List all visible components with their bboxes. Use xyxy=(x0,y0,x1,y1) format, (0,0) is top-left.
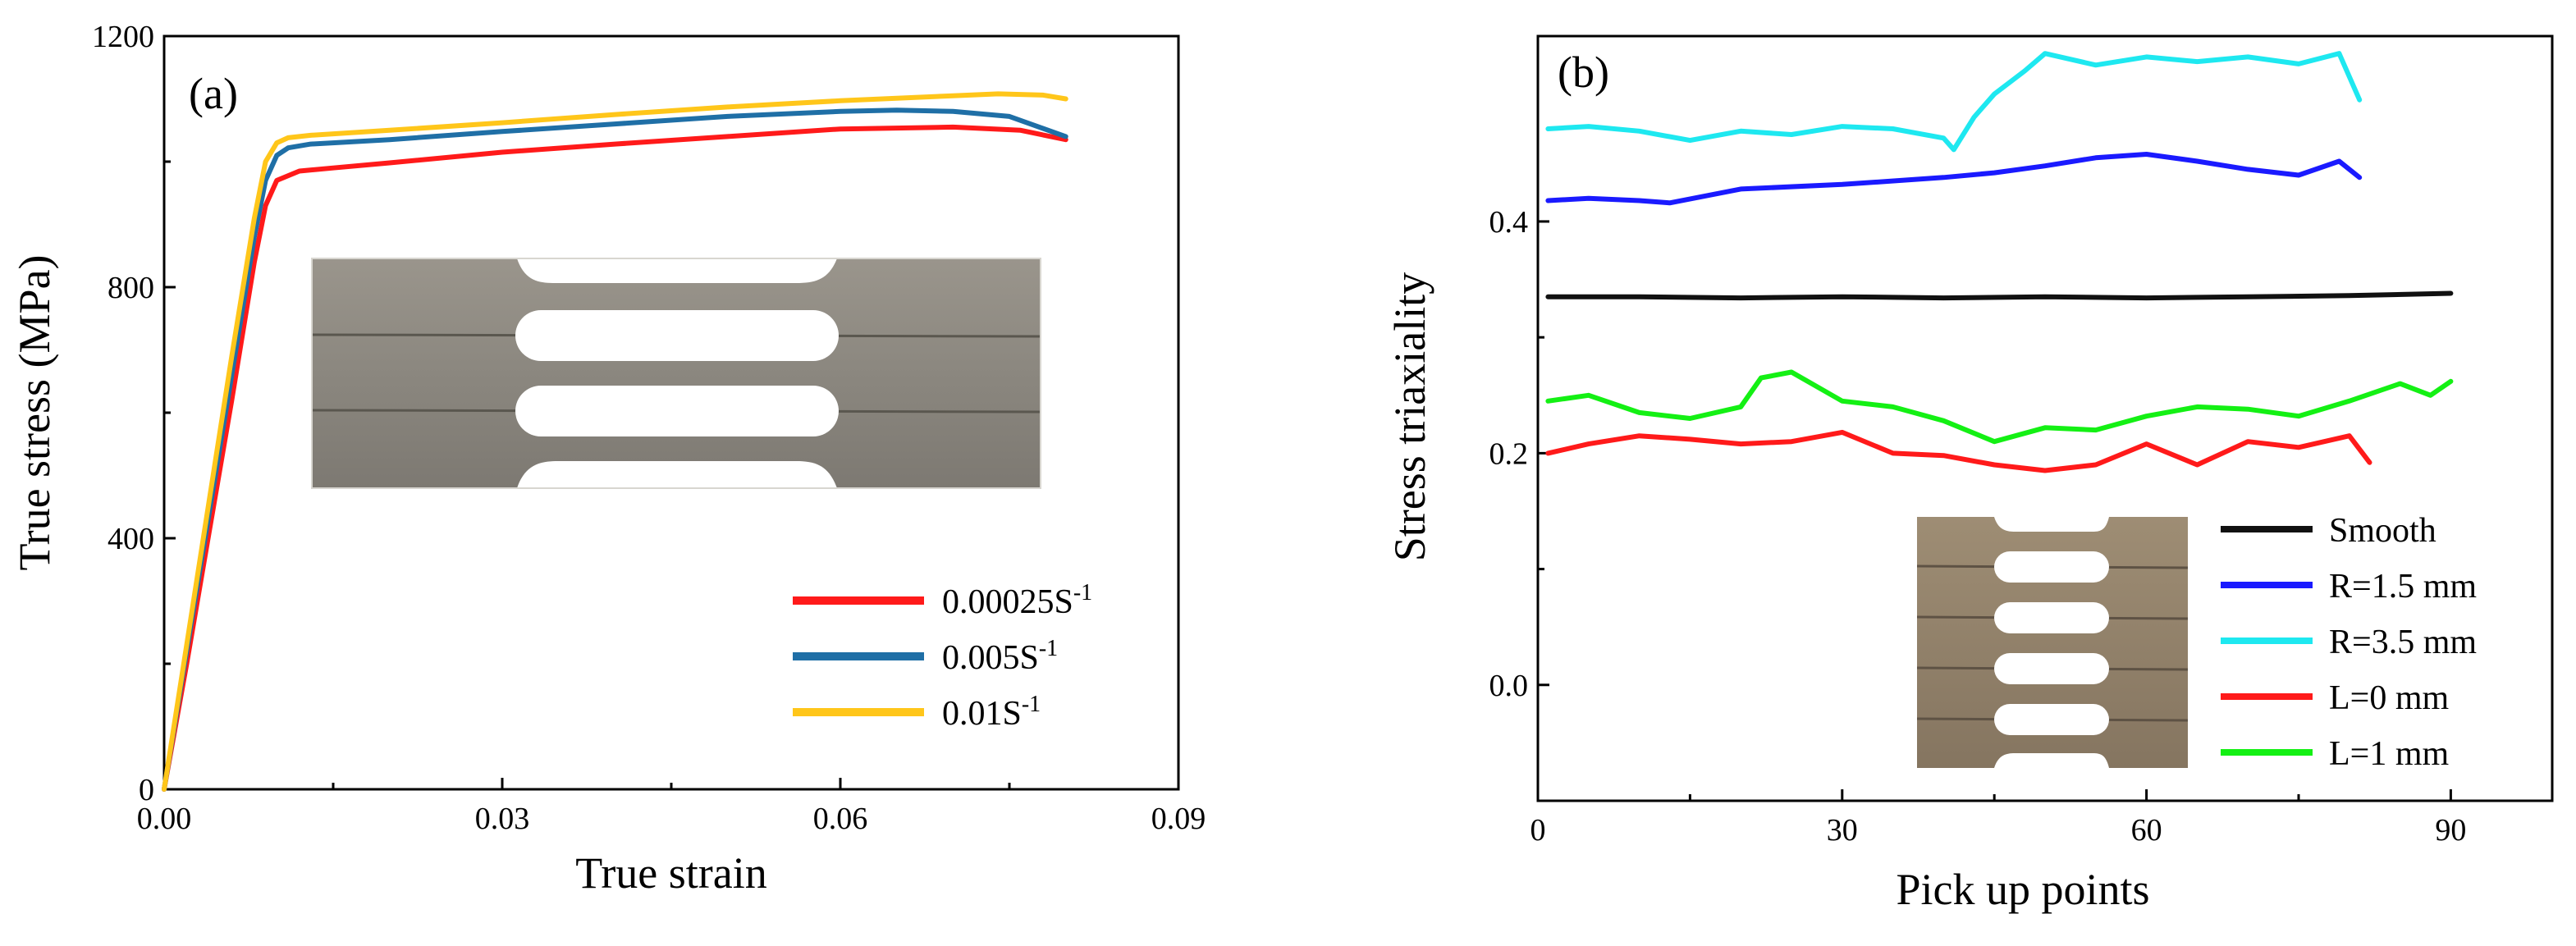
svg-text:0.00025S-1: 0.00025S-1 xyxy=(942,580,1092,621)
legend-label-r-1-5: R=1.5 mm xyxy=(2329,568,2477,606)
x-tick-label-1-0: 0 xyxy=(1531,813,1546,848)
series-line-1-1 xyxy=(1545,152,2363,206)
x-tick-label-1-3: 90 xyxy=(2435,813,2466,848)
svg-text:0.005S-1: 0.005S-1 xyxy=(942,636,1058,677)
y-axis-label-a: True stress (MPa) xyxy=(10,254,59,570)
legend-b: Smooth R=1.5 mm R=3.5 mm L=0 mm L=1 mm xyxy=(2221,512,2477,773)
legend-sup-0-00025: -1 xyxy=(1073,580,1092,606)
legend-label-0-005: 0.005S xyxy=(942,639,1039,677)
x-tick-label-0-0: 0.00 xyxy=(137,802,192,836)
legend-item-l-1: L=1 mm xyxy=(2221,735,2450,773)
y-tick-label-0-1: 400 xyxy=(108,522,154,556)
y-tick-label-1-0: 0.0 xyxy=(1489,669,1529,703)
svg-text:0.01S-1: 0.01S-1 xyxy=(942,692,1041,733)
legend-item-0-00025: 0.00025S-1 xyxy=(793,580,1092,621)
series-line-1-3 xyxy=(1545,429,2372,473)
x-axis-label-b: Pick up points xyxy=(1896,865,2149,914)
legend-item-smooth: Smooth xyxy=(2221,512,2436,550)
x-tick-label-0-2: 0.06 xyxy=(813,802,868,836)
legend-sup-0-005: -1 xyxy=(1039,636,1058,661)
panel-label-a: (a) xyxy=(189,69,238,118)
specimen-photo-a xyxy=(311,258,1041,489)
series-line-1-0 xyxy=(1545,290,2454,301)
plot-frame-b xyxy=(1536,34,2554,802)
legend-label-r-3-5: R=3.5 mm xyxy=(2329,624,2477,661)
y-tick-label-0-0: 0 xyxy=(139,773,154,807)
series-line-0-2 xyxy=(162,91,1068,792)
y-tick-label-0-3: 1200 xyxy=(92,20,154,54)
series-line-0-0 xyxy=(162,124,1068,792)
legend-item-r-3-5: R=3.5 mm xyxy=(2221,624,2477,661)
y-tick-label-0-2: 800 xyxy=(108,271,154,305)
panel-a: 0.00 0.03 0.06 0.09 0 400 800 1200 (a) True str… xyxy=(10,20,1206,898)
legend-item-0-005: 0.005S-1 xyxy=(793,636,1058,677)
legend-item-l-0: L=0 mm xyxy=(2221,679,2450,717)
y-tick-label-1-1: 0.2 xyxy=(1489,436,1529,471)
panel-b: 0 30 60 90 0.0 0.2 0.4 (b) Pick up points Stre… xyxy=(1385,34,2554,914)
x-tick-label-1-2: 60 xyxy=(2131,813,2162,848)
x-tick-label-0-1: 0.03 xyxy=(475,802,530,836)
legend-item-0-01: 0.01S-1 xyxy=(793,692,1041,733)
legend-a: 0.00025S-1 0.005S-1 0.01S-1 xyxy=(793,580,1092,733)
legend-sup-0-01: -1 xyxy=(1022,692,1041,717)
series-line-1-4 xyxy=(1545,369,2454,445)
legend-label-0-00025: 0.00025S xyxy=(942,583,1073,621)
series-line-1-2 xyxy=(1545,51,2363,153)
legend-item-r-1-5: R=1.5 mm xyxy=(2221,568,2477,606)
legend-label-l-1: L=1 mm xyxy=(2329,735,2450,773)
y-axis-label-b: Stress triaxiality xyxy=(1385,272,1434,561)
x-tick-label-0-3: 0.09 xyxy=(1151,802,1206,836)
y-tick-label-1-2: 0.4 xyxy=(1489,205,1529,240)
x-tick-label-1-1: 30 xyxy=(1827,813,1858,848)
legend-label-smooth: Smooth xyxy=(2329,512,2436,550)
legend-label-0-01: 0.01S xyxy=(942,695,1022,733)
specimen-photo-b xyxy=(1916,517,2189,768)
x-axis-label-a: True strain xyxy=(575,848,767,898)
legend-label-l-0: L=0 mm xyxy=(2329,679,2450,717)
panel-label-b: (b) xyxy=(1558,48,1609,97)
series-line-0-1 xyxy=(162,107,1068,792)
